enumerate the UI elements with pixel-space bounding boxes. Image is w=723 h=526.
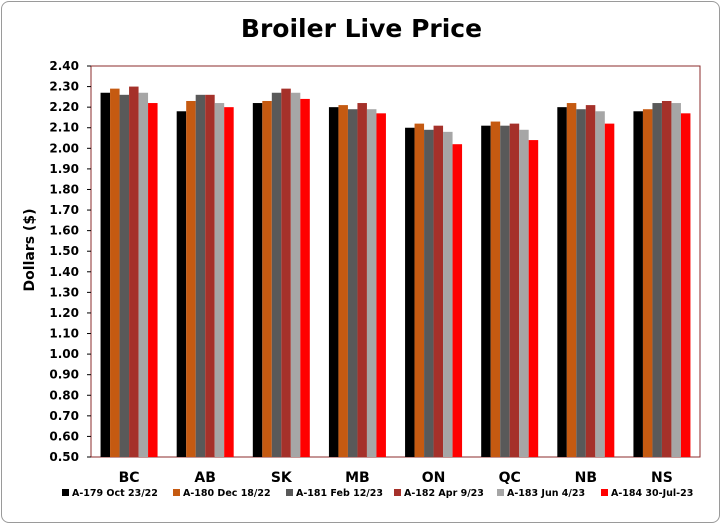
bar-nb-series-2 bbox=[566, 103, 577, 457]
bar-nb-series-1 bbox=[557, 107, 567, 457]
bar-on-series-4 bbox=[433, 125, 444, 457]
y-axis: 0.50 0.60 0.70 0.80 0.90 1.00 1.10 1.20 1.30 1.40… bbox=[49, 59, 91, 464]
y-axis-title: Dollars ($) bbox=[22, 209, 38, 292]
legend-swatch bbox=[601, 489, 608, 496]
bar-sk-series-1 bbox=[252, 103, 263, 457]
x-category-label: NB bbox=[575, 470, 597, 486]
plot-area bbox=[90, 65, 701, 458]
y-tick-label: 1.90 bbox=[49, 162, 79, 176]
y-tick-label: 1.20 bbox=[49, 306, 79, 320]
bar-mb-series-6 bbox=[376, 113, 386, 458]
x-axis: BC AB SK MB ON QC NB NS bbox=[119, 470, 673, 486]
bar-ns-series-4 bbox=[661, 100, 672, 458]
legend-label: A-184 30-Jul-23 bbox=[611, 488, 693, 499]
y-tick-label: 0.90 bbox=[49, 368, 79, 382]
legend-swatch bbox=[62, 489, 69, 496]
bars bbox=[100, 86, 691, 458]
bar-nb-series-4 bbox=[585, 105, 596, 457]
legend-swatch bbox=[394, 489, 401, 496]
bar-sk-series-3 bbox=[271, 92, 282, 458]
bar-bc-series-4 bbox=[129, 86, 139, 457]
bar-ns-series-1 bbox=[633, 111, 643, 457]
bar-on-series-1 bbox=[405, 127, 415, 457]
y-tick-label: 1.00 bbox=[49, 347, 79, 361]
y-tick-label: 2.10 bbox=[49, 121, 79, 135]
bar-bc-series-6 bbox=[148, 103, 158, 457]
bar-ab-series-5 bbox=[214, 103, 225, 457]
y-tick-label: 1.50 bbox=[49, 244, 79, 258]
x-category-label: QC bbox=[499, 470, 521, 486]
bar-ns-series-2 bbox=[642, 109, 653, 457]
y-tick-label: 1.70 bbox=[49, 203, 79, 217]
y-tick-label: 1.80 bbox=[49, 182, 79, 196]
legend-swatch bbox=[173, 489, 180, 496]
bar-qc-series-5 bbox=[519, 129, 529, 457]
x-category-label: SK bbox=[271, 470, 293, 486]
y-tick-label: 2.40 bbox=[49, 59, 79, 73]
y-tick-label: 2.20 bbox=[49, 100, 79, 114]
y-tick-label: 1.10 bbox=[49, 327, 79, 341]
legend-swatch bbox=[286, 489, 293, 496]
y-tick-label: 1.30 bbox=[49, 285, 79, 299]
bar-ab-series-3 bbox=[195, 94, 206, 458]
bar-sk-series-5 bbox=[290, 92, 301, 458]
legend: A-179 Oct 23/22 A-180 Dec 18/22 A-181 Feb … bbox=[62, 488, 693, 499]
bar-qc-series-4 bbox=[509, 123, 520, 457]
y-tick-label: 1.40 bbox=[49, 265, 79, 279]
bar-ab-series-2 bbox=[186, 100, 196, 458]
legend-label: A-180 Dec 18/22 bbox=[183, 488, 271, 499]
bar-mb-series-3 bbox=[347, 109, 358, 457]
y-tick-label: 0.60 bbox=[49, 429, 79, 443]
x-category-label: NS bbox=[651, 470, 673, 486]
bar-on-series-3 bbox=[424, 129, 434, 457]
legend-swatch bbox=[497, 489, 504, 496]
plot-border bbox=[90, 65, 701, 458]
y-tick-label: 2.30 bbox=[49, 80, 79, 94]
bar-nb-series-5 bbox=[595, 111, 605, 457]
bar-ns-series-6 bbox=[680, 113, 691, 458]
legend-label: A-183 Jun 4/23 bbox=[507, 488, 585, 499]
legend-label: A-181 Feb 12/23 bbox=[296, 488, 383, 499]
y-tick-label: 1.60 bbox=[49, 224, 79, 238]
x-category-label: ON bbox=[422, 470, 446, 486]
bar-bc-series-1 bbox=[100, 92, 111, 458]
bar-ab-series-6 bbox=[224, 107, 234, 457]
bar-on-series-5 bbox=[443, 131, 453, 457]
bar-mb-series-2 bbox=[338, 105, 348, 457]
legend-label: A-179 Oct 23/22 bbox=[72, 488, 158, 499]
bar-sk-series-6 bbox=[300, 98, 310, 457]
bar-mb-series-1 bbox=[328, 107, 339, 457]
y-tick-label: 2.00 bbox=[49, 141, 79, 155]
chart-title: Broiler Live Price bbox=[240, 14, 483, 43]
bar-qc-series-3 bbox=[500, 125, 510, 457]
bar-bc-series-5 bbox=[138, 92, 149, 458]
bar-nb-series-6 bbox=[604, 123, 615, 457]
bar-ab-series-4 bbox=[205, 94, 215, 458]
bar-ab-series-1 bbox=[176, 111, 187, 457]
bar-bc-series-3 bbox=[119, 94, 130, 458]
bar-sk-series-2 bbox=[262, 100, 272, 458]
y-tick-label: 0.70 bbox=[49, 409, 79, 423]
x-category-label: AB bbox=[194, 470, 216, 486]
bar-sk-series-4 bbox=[281, 88, 291, 457]
bar-nb-series-3 bbox=[576, 109, 586, 457]
x-category-label: MB bbox=[345, 470, 370, 486]
bar-ns-series-5 bbox=[671, 103, 681, 457]
bar-mb-series-4 bbox=[357, 103, 367, 457]
x-category-label: BC bbox=[119, 470, 140, 486]
bar-on-series-6 bbox=[452, 144, 463, 457]
bar-on-series-2 bbox=[414, 123, 425, 457]
bar-qc-series-2 bbox=[490, 121, 501, 457]
bar-mb-series-5 bbox=[366, 109, 377, 457]
bar-qc-series-1 bbox=[481, 125, 491, 457]
bar-ns-series-3 bbox=[652, 103, 662, 457]
y-tick-label: 0.80 bbox=[49, 388, 79, 402]
bar-qc-series-6 bbox=[528, 140, 539, 457]
y-tick-label: 0.50 bbox=[49, 450, 79, 464]
bar-bc-series-2 bbox=[110, 88, 120, 457]
legend-label: A-182 Apr 9/23 bbox=[404, 488, 484, 499]
